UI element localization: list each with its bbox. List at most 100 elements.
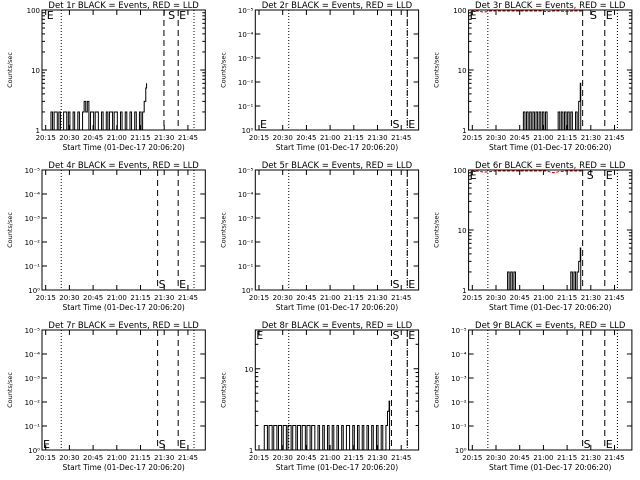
- plot-frame: [41, 169, 206, 291]
- x-tick-label: 21:00: [107, 454, 127, 462]
- panel-title: Det 1r BLACK = Events, RED = LLD: [48, 1, 199, 11]
- x-tick-label: 21:45: [178, 454, 198, 462]
- y-tick-label: 10⁻⁴: [25, 191, 41, 199]
- y-tick-label: 1: [462, 127, 466, 135]
- y-tick-label: 10⁻¹: [238, 263, 254, 271]
- y-tick-label: 10⁻¹: [451, 423, 467, 431]
- y-tick-label: 10⁻³: [238, 215, 254, 223]
- y-tick-label: 10⁰: [455, 447, 467, 455]
- x-tick-label: 20:15: [249, 134, 269, 142]
- plot-frame: [41, 329, 206, 451]
- x-tick-label: 21:30: [367, 454, 387, 462]
- y-tick-label: 10⁻⁴: [451, 351, 467, 359]
- interval-marker: E: [179, 438, 186, 451]
- lld-series: [471, 170, 582, 174]
- y-tick-label: 10⁻⁴: [238, 191, 254, 199]
- x-tick-label: 20:15: [36, 454, 56, 462]
- plot-frame: [468, 329, 633, 451]
- events-series: [262, 400, 391, 451]
- x-tick-label: 21:30: [581, 454, 601, 462]
- x-axis-label: Start Time (01-Dec-17 20:06:20): [276, 303, 398, 312]
- y-tick-label: 10⁻⁵: [238, 167, 254, 175]
- y-tick-label: 10⁰: [242, 287, 254, 295]
- interval-marker: S: [584, 438, 591, 451]
- y-tick-label: 10⁻³: [238, 55, 254, 63]
- x-tick-label: 21:15: [130, 294, 150, 302]
- interval-marker: S: [590, 9, 597, 22]
- x-tick-label: 20:30: [59, 134, 79, 142]
- x-tick-label: 20:45: [296, 294, 316, 302]
- y-tick-label: 100: [453, 7, 466, 15]
- y-tick-label: 10⁻⁴: [238, 31, 254, 39]
- y-axis-label: Counts/sec: [433, 372, 441, 408]
- lld-series: [471, 10, 582, 13]
- interval-marker: E: [470, 169, 477, 182]
- y-tick-label: 10⁻¹: [25, 263, 41, 271]
- x-tick-label: 21:45: [178, 134, 198, 142]
- detector-panel: Det 5r BLACK = Events, RED = LLD Counts/s…: [219, 161, 420, 312]
- interval-marker: E: [179, 278, 186, 291]
- y-tick-label: 10⁻²: [238, 239, 254, 247]
- y-axis-label: Counts/sec: [6, 212, 14, 248]
- x-tick-label: 21:00: [533, 134, 553, 142]
- y-tick-label: 10⁻¹: [238, 103, 254, 111]
- events-series: [506, 247, 582, 291]
- x-tick-label: 21:30: [154, 294, 174, 302]
- y-tick-label: 10: [458, 67, 467, 75]
- events-series: [47, 83, 148, 131]
- x-tick-label: 21:30: [154, 134, 174, 142]
- x-tick-label: 21:30: [367, 294, 387, 302]
- y-tick-label: 10⁻⁴: [25, 351, 41, 359]
- detector-panel: Det 3r BLACK = Events, RED = LLD Counts/s…: [433, 1, 633, 152]
- x-tick-label: 21:15: [130, 134, 150, 142]
- x-tick-label: 20:45: [296, 454, 316, 462]
- y-axis-label: Counts/sec: [433, 212, 441, 248]
- y-tick-label: 100: [453, 167, 466, 175]
- interval-marker: E: [470, 9, 477, 22]
- x-tick-label: 20:30: [486, 294, 506, 302]
- y-tick-label: 10: [244, 366, 253, 374]
- interval-marker: E: [47, 9, 54, 22]
- y-tick-label: 10⁻³: [451, 375, 467, 383]
- y-tick-label: 10⁻⁵: [25, 167, 41, 175]
- x-tick-label: 21:45: [391, 454, 411, 462]
- y-axis-label: Counts/sec: [433, 52, 441, 88]
- panel-title: Det 7r BLACK = Events, RED = LLD: [48, 321, 199, 331]
- panel-title: Det 3r BLACK = Events, RED = LLD: [475, 1, 626, 11]
- x-tick-label: 20:30: [273, 294, 293, 302]
- x-axis-label: Start Time (01-Dec-17 20:06:20): [276, 463, 398, 472]
- y-tick-label: 10⁰: [28, 287, 40, 295]
- detector-panel: Det 4r BLACK = Events, RED = LLD Counts/s…: [6, 161, 206, 312]
- x-tick-label: 21:30: [154, 454, 174, 462]
- x-tick-label: 20:15: [249, 294, 269, 302]
- x-tick-label: 21:15: [557, 134, 577, 142]
- detector-panel: Det 7r BLACK = Events, RED = LLD Counts/s…: [6, 321, 206, 472]
- x-axis-label: Start Time (01-Dec-17 20:06:20): [489, 143, 611, 152]
- x-tick-label: 21:45: [604, 454, 624, 462]
- x-tick-label: 20:15: [249, 454, 269, 462]
- y-tick-label: 10⁻⁵: [25, 327, 41, 335]
- x-tick-label: 21:00: [320, 134, 340, 142]
- detector-panel: Det 2r BLACK = Events, RED = LLD Counts/s…: [219, 1, 420, 152]
- x-axis-label: Start Time (01-Dec-17 20:06:20): [489, 303, 611, 312]
- x-tick-label: 21:45: [178, 294, 198, 302]
- detector-panel: Det 8r BLACK = Events, RED = LLD Counts/s…: [219, 321, 420, 472]
- panel-title: Det 8r BLACK = Events, RED = LLD: [262, 321, 413, 331]
- x-tick-label: 21:15: [344, 294, 364, 302]
- detector-panel: Det 1r BLACK = Events, RED = LLD Counts/s…: [6, 1, 206, 152]
- x-tick-label: 20:45: [296, 134, 316, 142]
- x-axis-label: Start Time (01-Dec-17 20:06:20): [62, 303, 184, 312]
- y-tick-label: 10⁻¹: [25, 423, 41, 431]
- interval-marker: E: [256, 329, 263, 342]
- y-tick-label: 1: [249, 447, 253, 455]
- y-tick-label: 10⁻³: [25, 375, 41, 383]
- y-tick-label: 10⁻⁵: [238, 7, 254, 15]
- panel-title: Det 4r BLACK = Events, RED = LLD: [48, 161, 199, 171]
- x-tick-label: 21:15: [557, 454, 577, 462]
- x-tick-label: 21:00: [320, 454, 340, 462]
- interval-marker: S: [159, 438, 166, 451]
- interval-marker: E: [408, 278, 415, 291]
- panel-title: Det 5r BLACK = Events, RED = LLD: [262, 161, 413, 171]
- detector-panel: Det 9r BLACK = Events, RED = LLD Counts/s…: [433, 321, 633, 472]
